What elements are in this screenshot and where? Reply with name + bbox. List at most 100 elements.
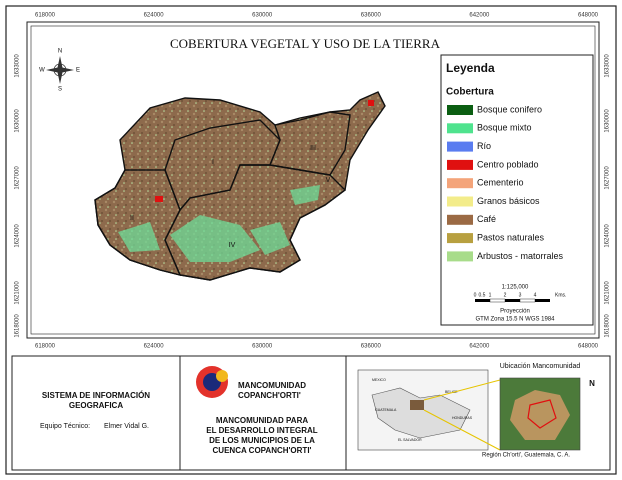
x-coordinate-top: 648000 [578,13,599,19]
x-coordinate-top: 642000 [469,13,490,19]
y-coordinate-left: 1624000 [15,224,21,248]
x-coordinate-bottom: 618000 [35,344,56,350]
legend-subtitle: Cobertura [446,87,494,98]
coordinate-labels: 618000 618000 624000 624000 630000 630000 6360… [15,13,611,350]
x-coordinate-bottom: 636000 [361,344,382,350]
inset-caption: Región Ch'orti', Guatemala, C. A. [482,453,570,459]
projection-label: Proyección [500,309,530,315]
inset-country: BELICE [445,390,458,394]
scale-ratio: 1:125,000 [502,285,529,291]
y-coordinate-left: 1630000 [15,109,21,133]
inset-connector [423,379,501,401]
scale-label: Kms. [555,292,566,298]
scale-label: 1 [489,292,492,298]
inset-detail-area [510,390,570,440]
compass-n: N [58,49,62,55]
legend-swatch [447,159,473,170]
forest-patches [118,185,320,262]
scale-label: 2 [504,292,507,298]
y-coordinate-left: 1618000 [15,314,21,338]
legend-swatch [447,214,473,225]
x-coordinate-bottom: 630000 [252,344,273,350]
legend-swatch [447,251,473,262]
region-boundary [269,111,351,176]
inset-north: N [589,379,595,388]
inset-country: GUATEMALA [375,408,397,412]
inset-outline [527,399,557,429]
region-label: I [212,159,214,166]
compass-s: S [58,87,62,93]
x-coordinate-bottom: 642000 [469,344,490,350]
legend-box [440,54,594,326]
legend-swatch [447,141,473,152]
inset-country: HONDURAS [452,416,473,420]
inset-labels: MEXICO BELICE GUATEMALA HONDURAS EL SALVADOR [372,378,473,442]
legend-swatch [447,105,473,115]
map-title: COBERTURA VEGETAL Y USO DE LA TIERRA [170,36,441,51]
y-coordinate-right: 1633000 [605,54,611,78]
scale-label: 0.5 [479,292,486,298]
legend-swatch [447,233,473,244]
y-coordinate-left: 1621000 [15,281,21,305]
team-label: Equipo Técnico: [40,423,90,430]
projection-value: GTM Zona 15.5 N WGS 1984 [475,317,555,323]
scale-label: 0 [474,292,477,298]
x-coordinate-bottom: 624000 [144,344,165,350]
region-boundary [94,169,182,277]
region-label: III [310,145,316,152]
legend-label: Arbustos - matorrales [477,251,564,261]
compass-rose: N E S W [39,49,80,93]
y-coordinate-left: 1633000 [15,54,21,78]
settlements [155,100,374,202]
y-coordinate-right: 1624000 [605,224,611,248]
legend-label: Granos básicos [477,196,540,206]
logo [196,366,228,398]
logo-text: MANCOMUNIDAD [238,381,306,390]
y-coordinate-right: 1621000 [605,281,611,305]
inset-country: MEXICO [372,378,386,382]
x-coordinate-bottom: 648000 [578,344,599,350]
legend-swatch [447,123,473,134]
legend-swatch [447,196,473,207]
team-name: Elmer Vidal G. [104,423,149,430]
map-neatline [30,25,596,335]
inset-title: Ubicación Mancomunidad [500,363,581,370]
sheet-border [5,5,617,475]
organization-line: DE LOS MUNICIPIOS DE LA [209,436,315,445]
y-coordinate-right: 1618000 [605,314,611,338]
territory [94,91,386,281]
y-coordinate-left: 1627000 [15,166,21,190]
scale-bar [475,298,550,303]
y-coordinate-right: 1630000 [605,109,611,133]
legend-label: Pastos naturales [477,232,545,242]
x-coordinate-top: 630000 [252,13,273,19]
organization-line: EL DESARROLLO INTEGRAL [206,426,318,435]
legend-label: Cementerio [477,178,524,188]
region-label: IV [229,242,236,249]
y-coordinate-right: 1627000 [605,166,611,190]
inset-countries [371,387,471,439]
legend-label: Río [477,141,491,151]
x-coordinate-top: 618000 [35,13,56,19]
legend-label: Bosque mixto [477,123,532,133]
legend-label: Centro poblado [477,159,539,169]
compass-e: E [76,68,80,74]
footer-frame [11,355,611,471]
scale-label: 4 [534,292,537,298]
legend-label: Café [477,214,496,224]
system-title: SISTEMA DE INFORMACIÓN [42,391,150,400]
organization-line: MANCOMUNIDAD PARA [216,416,309,425]
legend-label: Bosque conifero [477,104,542,114]
legend-swatch [447,178,473,189]
inset-highlight [410,400,424,410]
system-title: GEOGRAFICA [69,401,123,410]
region-label: V [326,177,331,184]
logo-text: COPANCH'ORTI' [238,391,301,400]
compass-w: W [39,68,45,74]
legend-title: Leyenda [446,61,495,75]
x-coordinate-top: 624000 [144,13,165,19]
scale-label: 3 [519,292,522,298]
organization-line: CUENCA COPANCH'ORTI' [213,446,312,455]
